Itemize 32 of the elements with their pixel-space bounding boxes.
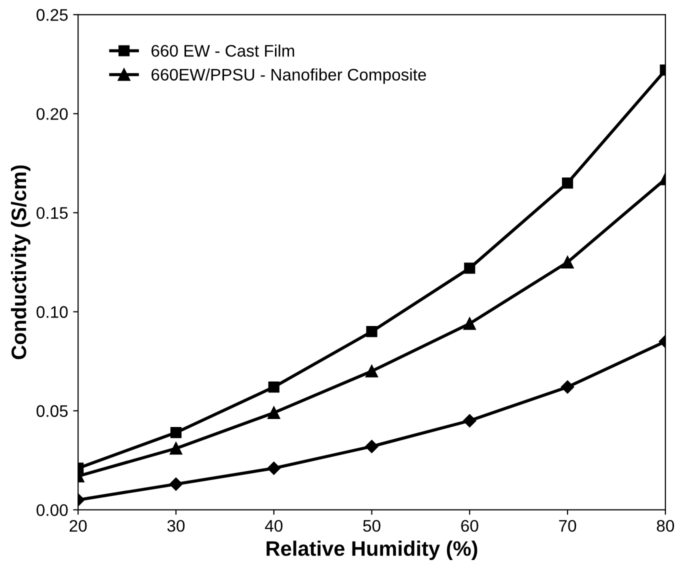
x-tick-label: 60	[461, 520, 478, 532]
point	[560, 380, 574, 394]
point	[170, 442, 182, 455]
y-tick-label: 0.00	[36, 504, 68, 516]
point	[268, 381, 280, 393]
y-tick-label: 0.05	[36, 405, 68, 417]
point	[170, 427, 182, 438]
y-axis-title: Conductivity (S/cm)	[10, 165, 30, 360]
point	[366, 326, 378, 338]
y-tick-label: 0.15	[36, 207, 68, 219]
x-tick-label: 80	[656, 520, 674, 532]
legend-label: 660EW/PPSU - Nanofiber Composite	[152, 68, 426, 84]
x-tick-label: 40	[264, 520, 282, 532]
x-tick-label: 30	[167, 520, 185, 532]
point	[169, 477, 183, 491]
x-tick-label: 70	[559, 520, 576, 532]
y-tick-label: 0.10	[36, 306, 68, 318]
legend-label: 660 EW - Cast Film	[152, 44, 294, 57]
y-tick-label: 0.20	[36, 108, 68, 120]
point	[561, 256, 574, 268]
point	[366, 364, 378, 378]
x-axis-title: Relative Humidity (%)	[266, 540, 478, 560]
x-tick-label: 50	[363, 520, 380, 532]
point	[464, 262, 476, 274]
point	[268, 406, 280, 420]
point	[562, 177, 574, 189]
point	[463, 317, 476, 330]
y-tick-label: 0.25	[36, 9, 68, 21]
x-tick-label: 20	[70, 520, 87, 532]
point	[267, 462, 280, 475]
point	[463, 414, 476, 428]
point	[365, 440, 378, 454]
